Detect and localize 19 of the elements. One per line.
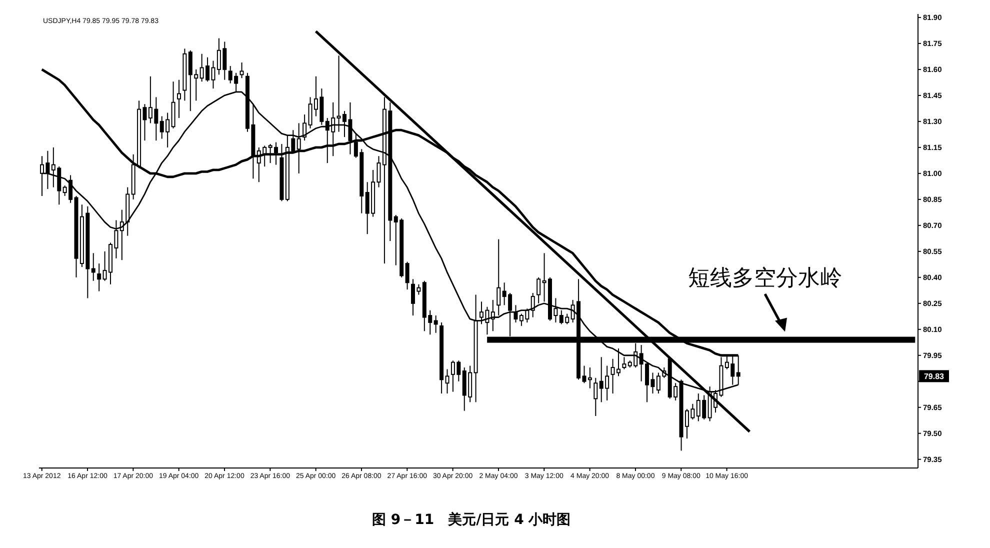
candlestick [91, 252, 96, 282]
candlestick [622, 356, 626, 370]
annotation: 79.83 [924, 372, 945, 382]
candlestick [594, 377, 598, 417]
candlestick [496, 238, 501, 316]
candlestick [530, 292, 535, 318]
candlestick [240, 62, 244, 79]
candlestick [97, 263, 102, 292]
candlestick [176, 79, 181, 118]
candlestick [302, 114, 307, 141]
candlestick [588, 366, 592, 389]
candlestick [434, 315, 438, 334]
annotation: 短线多空分水岭 [688, 266, 842, 291]
text: 图 9－11 美元/日元 4 小时图 [372, 511, 571, 529]
candlestick [405, 261, 410, 290]
candlestick [536, 276, 541, 304]
candlestick [514, 304, 518, 323]
candlestick [445, 368, 450, 394]
candlestick [296, 122, 301, 174]
